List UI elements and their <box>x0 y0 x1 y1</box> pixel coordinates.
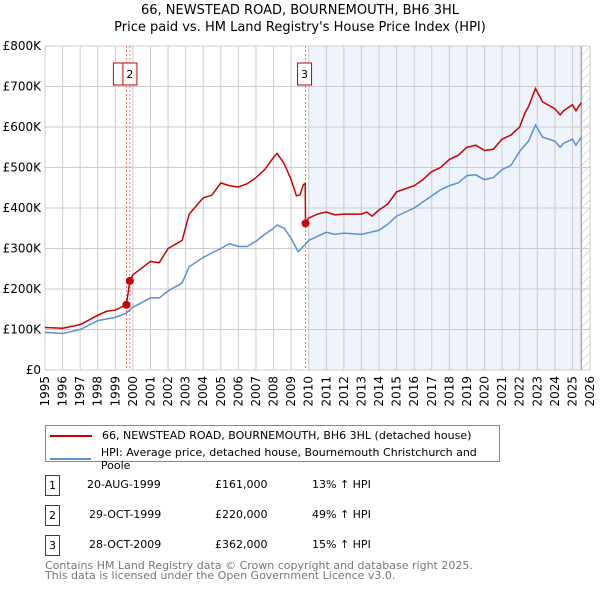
sale-label: 3 <box>301 68 308 81</box>
sale-price: £362,000 <box>215 538 268 551</box>
x-tick-label: 2021 <box>495 376 509 407</box>
sale-marker: 1 <box>45 475 60 496</box>
x-tick-label: 1997 <box>73 376 87 407</box>
x-tick-label: 2004 <box>196 376 210 407</box>
x-tick-label: 2019 <box>460 376 474 407</box>
sale-hpi: 13% ↑ HPI <box>312 478 371 491</box>
x-tick-label: 2009 <box>284 376 298 407</box>
x-tick-label: 2006 <box>231 376 245 407</box>
x-tick-label: 1995 <box>38 376 52 407</box>
x-tick-label: 2005 <box>214 376 228 407</box>
chart-subtitle: Price paid vs. HM Land Registry's House … <box>114 20 486 35</box>
sale-point <box>125 276 134 285</box>
sale-marker: 2 <box>45 505 60 526</box>
x-tick-label: 1996 <box>56 376 70 407</box>
sale-marker: 3 <box>45 535 60 556</box>
legend-property: 66, NEWSTEAD ROAD, BOURNEMOUTH, BH6 3HL … <box>102 429 472 442</box>
chart-title: 66, NEWSTEAD ROAD, BOURNEMOUTH, BH6 3HL <box>141 3 459 18</box>
y-tick-label: £500K <box>3 161 43 175</box>
sale-date: 28-OCT-2009 <box>89 538 162 551</box>
sale-price: £220,000 <box>215 508 268 521</box>
x-tick-label: 2016 <box>407 376 421 407</box>
footer: Contains HM Land Registry data © Crown c… <box>45 559 473 582</box>
x-tick-label: 2017 <box>425 376 439 407</box>
x-tick-label: 2008 <box>267 376 281 407</box>
series-line <box>44 86 582 330</box>
x-tick-label: 1999 <box>108 376 122 407</box>
x-tick-label: 2013 <box>354 376 368 407</box>
y-tick-label: £100K <box>3 323 43 337</box>
y-tick-label: £600K <box>3 120 43 134</box>
x-tick-label: 2010 <box>302 376 316 407</box>
x-tick-label: 2018 <box>442 376 456 407</box>
x-tick-label: 2024 <box>548 376 562 407</box>
sale-label: 2 <box>126 68 133 81</box>
legend-red-line <box>50 434 92 437</box>
x-tick-label: 2023 <box>530 376 544 407</box>
series-line <box>44 123 582 335</box>
legend-hpi: HPI: Average price, detached house, Bour… <box>100 446 477 472</box>
y-tick-label: £0 <box>26 363 41 377</box>
x-tick-label: 2002 <box>161 376 175 407</box>
sale-point <box>122 300 131 309</box>
x-tick-label: 2022 <box>513 376 527 407</box>
x-tick-label: 2000 <box>126 376 140 407</box>
x-tick-label: 2001 <box>143 376 157 407</box>
x-tick-label: 2011 <box>319 376 333 407</box>
x-tick-label: 2003 <box>179 376 193 407</box>
y-tick-label: £800K <box>3 39 43 53</box>
sale-date: 20-AUG-1999 <box>87 478 161 491</box>
x-tick-label: 2026 <box>583 376 597 407</box>
x-tick-label: 1998 <box>91 376 105 407</box>
y-tick-label: £400K <box>3 201 43 215</box>
y-tick-label: £200K <box>3 282 43 296</box>
x-tick-label: 2015 <box>390 376 404 407</box>
x-tick-label: 2012 <box>337 376 351 407</box>
sale-hpi: 49% ↑ HPI <box>312 508 371 521</box>
sale-hpi: 15% ↑ HPI <box>312 538 371 551</box>
sale-label-box <box>297 62 313 86</box>
footer-line1: Contains HM Land Registry data © Crown c… <box>45 559 473 572</box>
y-tick-label: £700K <box>3 80 43 94</box>
y-tick-label: £300K <box>3 242 43 256</box>
x-tick-label: 2014 <box>372 376 386 407</box>
sale-label-box <box>122 62 138 86</box>
price-chart: 1995 1996 1997 1998 1999 2000 2001 2002 2003 2004… <box>3 39 597 407</box>
legend-blue-line <box>50 458 91 460</box>
sale-price: £161,000 <box>215 478 268 491</box>
sale-point <box>301 219 310 228</box>
legend: 66, NEWSTEAD ROAD, BOURNEMOUTH, BH6 3HL … <box>45 425 500 472</box>
sale-date: 29-OCT-1999 <box>89 508 162 521</box>
x-tick-label: 2025 <box>565 376 579 407</box>
x-tick-label: 2007 <box>249 376 263 407</box>
x-tick-label: 2020 <box>478 376 492 407</box>
plot-frame <box>44 45 591 371</box>
footer-line2: This data is licensed under the Open Gov… <box>45 569 396 582</box>
